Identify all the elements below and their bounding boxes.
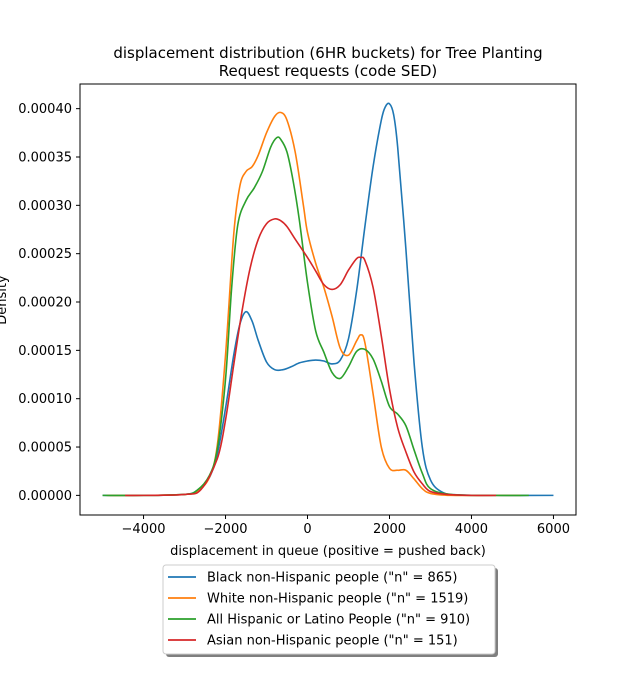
y-axis-ticks: 0.00000 0.00005 0.00010 0.00015 0.00020 0.000… bbox=[18, 102, 80, 504]
legend-label-4: Asian non-Hispanic people ("n" = 151) bbox=[207, 634, 458, 649]
y-tick-label: 0.00030 bbox=[18, 199, 72, 214]
y-tick-label: 0.00010 bbox=[18, 392, 72, 407]
legend-box bbox=[162, 564, 496, 655]
legend-label-2: White non-Hispanic people ("n" = 1519) bbox=[207, 592, 468, 607]
x-tick-label: 6000 bbox=[537, 522, 570, 537]
chart-title-line-2: Request requests (code SED) bbox=[219, 62, 438, 80]
y-tick-label: 0.00040 bbox=[18, 102, 72, 117]
y-tick-label: 0.00020 bbox=[18, 296, 72, 311]
y-tick-label: 0.00005 bbox=[18, 441, 72, 456]
x-tick-label: 0 bbox=[303, 522, 311, 537]
x-tick-label: −4000 bbox=[122, 522, 166, 537]
plot-area-frame bbox=[79, 83, 577, 516]
plot-series-group bbox=[102, 102, 554, 497]
y-axis-label: Density bbox=[0, 275, 10, 325]
series-line-3 bbox=[102, 136, 529, 497]
y-tick-label: 0.00035 bbox=[18, 150, 72, 165]
legend-label-1: Black non-Hispanic people ("n" = 865) bbox=[207, 571, 457, 586]
y-tick-label: 0.00025 bbox=[18, 247, 72, 262]
legend: Black non-Hispanic people ("n" = 865) Whi… bbox=[162, 564, 498, 657]
y-tick-label: 0.00015 bbox=[18, 344, 72, 359]
x-tick-label: 4000 bbox=[455, 522, 488, 537]
series-line-4 bbox=[125, 217, 497, 497]
x-tick-label: −2000 bbox=[204, 522, 248, 537]
x-axis-ticks: −4000 −2000 0 2000 4000 6000 bbox=[122, 515, 570, 537]
legend-label-3: All Hispanic or Latino People ("n" = 910… bbox=[207, 613, 470, 628]
x-tick-label: 2000 bbox=[373, 522, 406, 537]
series-line-2 bbox=[106, 111, 521, 497]
x-axis-label: displacement in queue (positive = pushed… bbox=[170, 544, 486, 559]
y-tick-label: 0.00000 bbox=[18, 489, 72, 504]
chart-title-line-1: displacement distribution (6HR buckets) … bbox=[113, 44, 542, 62]
